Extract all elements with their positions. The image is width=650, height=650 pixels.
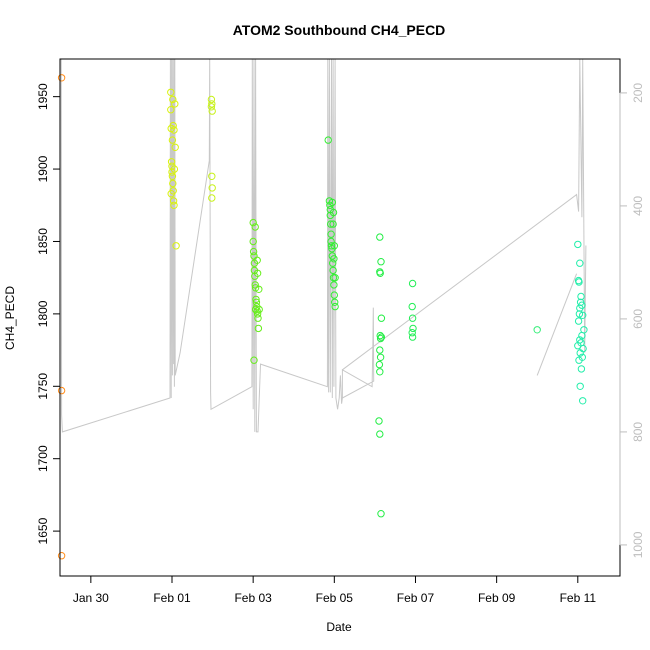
data-points [58, 75, 587, 559]
x-tick-label: Feb 01 [153, 591, 191, 605]
y2-tick-label: 1000 [631, 531, 645, 558]
data-point [580, 398, 586, 404]
data-point [377, 369, 383, 375]
data-point [578, 366, 584, 372]
data-point [376, 361, 382, 367]
data-point [209, 195, 215, 201]
x-tick-label: Feb 05 [316, 591, 354, 605]
data-point [378, 259, 384, 265]
data-point [409, 315, 415, 321]
y-axis: 1650 1700 1750 1800 1850 1900 1950 [36, 83, 60, 544]
y-tick-label: 1650 [36, 517, 50, 544]
y2-tick-label: 600 [631, 309, 645, 329]
x-tick-label: Feb 03 [234, 591, 272, 605]
y-tick-label: 1800 [36, 300, 50, 327]
altitude-segment [537, 274, 576, 376]
y-tick-label: 1700 [36, 445, 50, 472]
y2-axis: 200 400 600 800 1000 [620, 83, 645, 559]
x-axis: Jan 30 Feb 01 Feb 03 Feb 05 Feb 07 Feb 09 Feb … [73, 576, 597, 605]
chart-title: ATOM2 Southbound CH4_PECD [233, 22, 446, 38]
data-point [377, 354, 383, 360]
data-point [378, 511, 384, 517]
y-tick-label: 1950 [36, 83, 50, 110]
y2-tick-label: 400 [631, 196, 645, 216]
data-point [377, 234, 383, 240]
y-tick-label: 1900 [36, 155, 50, 182]
y-axis-label: CH4_PECD [3, 286, 17, 350]
data-point [575, 241, 581, 247]
y-tick-label: 1750 [36, 373, 50, 400]
data-point [378, 315, 384, 321]
x-axis-label: Date [326, 620, 352, 634]
x-tick-label: Jan 30 [73, 591, 109, 605]
data-point [577, 383, 583, 389]
x-tick-label: Feb 07 [397, 591, 435, 605]
plot-frame [60, 59, 620, 576]
y-tick-label: 1850 [36, 228, 50, 255]
x-tick-label: Feb 09 [478, 591, 516, 605]
data-point [376, 418, 382, 424]
data-point [409, 303, 415, 309]
data-point [409, 334, 415, 340]
data-point [577, 260, 583, 266]
y2-tick-label: 200 [631, 83, 645, 103]
data-point [58, 553, 64, 559]
y2-tick-label: 800 [631, 422, 645, 442]
altitude-line [61, 59, 586, 432]
data-point [377, 431, 383, 437]
data-point [534, 327, 540, 333]
altitude-trace [61, 59, 586, 432]
data-point [575, 318, 581, 324]
data-point [409, 280, 415, 286]
x-tick-label: Feb 11 [560, 591, 597, 605]
data-point [377, 347, 383, 353]
